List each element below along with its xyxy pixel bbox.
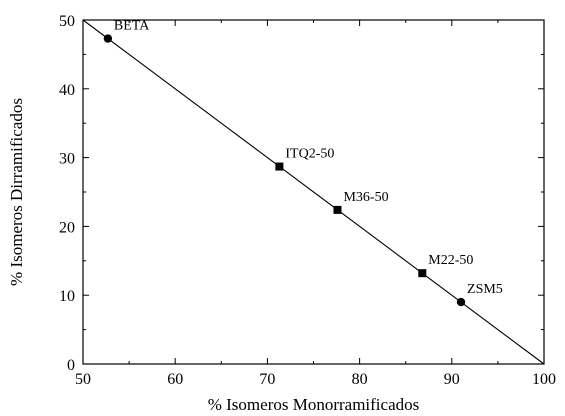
- x-tick-label: 60: [167, 371, 183, 388]
- y-tick-label: 20: [59, 219, 75, 236]
- x-tick-label: 100: [532, 371, 556, 388]
- point-marker-circle: [103, 34, 113, 43]
- point-marker-square: [275, 162, 284, 171]
- point-label: ITQ2-50: [285, 147, 334, 162]
- y-tick-label: 30: [59, 151, 75, 168]
- y-tick-label: 10: [59, 288, 75, 305]
- x-tick-label: 90: [444, 371, 460, 388]
- point-marker-circle: [456, 297, 466, 307]
- point-label: M22-50: [428, 253, 473, 268]
- point-marker-square: [333, 205, 342, 214]
- x-tick-label: 50: [75, 371, 91, 388]
- point-marker-square: [418, 269, 427, 278]
- x-axis-title: % Isomeros Monorramificados: [208, 395, 420, 414]
- y-axis-title: % Isomeros Dirramificados: [7, 98, 26, 286]
- axis-tick-labels: 50 60 70 80 90 100 0 10 20 30 40 50: [59, 13, 556, 388]
- point-label: ZSM5: [467, 282, 503, 297]
- axis-ticks: [82, 19, 545, 365]
- reference-line: [82, 19, 545, 365]
- data-points: [103, 34, 466, 307]
- point-labels: BETA ITQ2-50 M36-50 M22-50 ZSM5: [114, 19, 503, 298]
- y-tick-label: 0: [67, 357, 75, 374]
- y-tick-label: 50: [59, 13, 75, 30]
- point-label: M36-50: [343, 190, 388, 205]
- point-label: BETA: [114, 19, 150, 34]
- y-tick-label: 40: [59, 82, 75, 99]
- x-tick-label: 70: [259, 371, 275, 388]
- x-tick-label: 80: [352, 371, 368, 388]
